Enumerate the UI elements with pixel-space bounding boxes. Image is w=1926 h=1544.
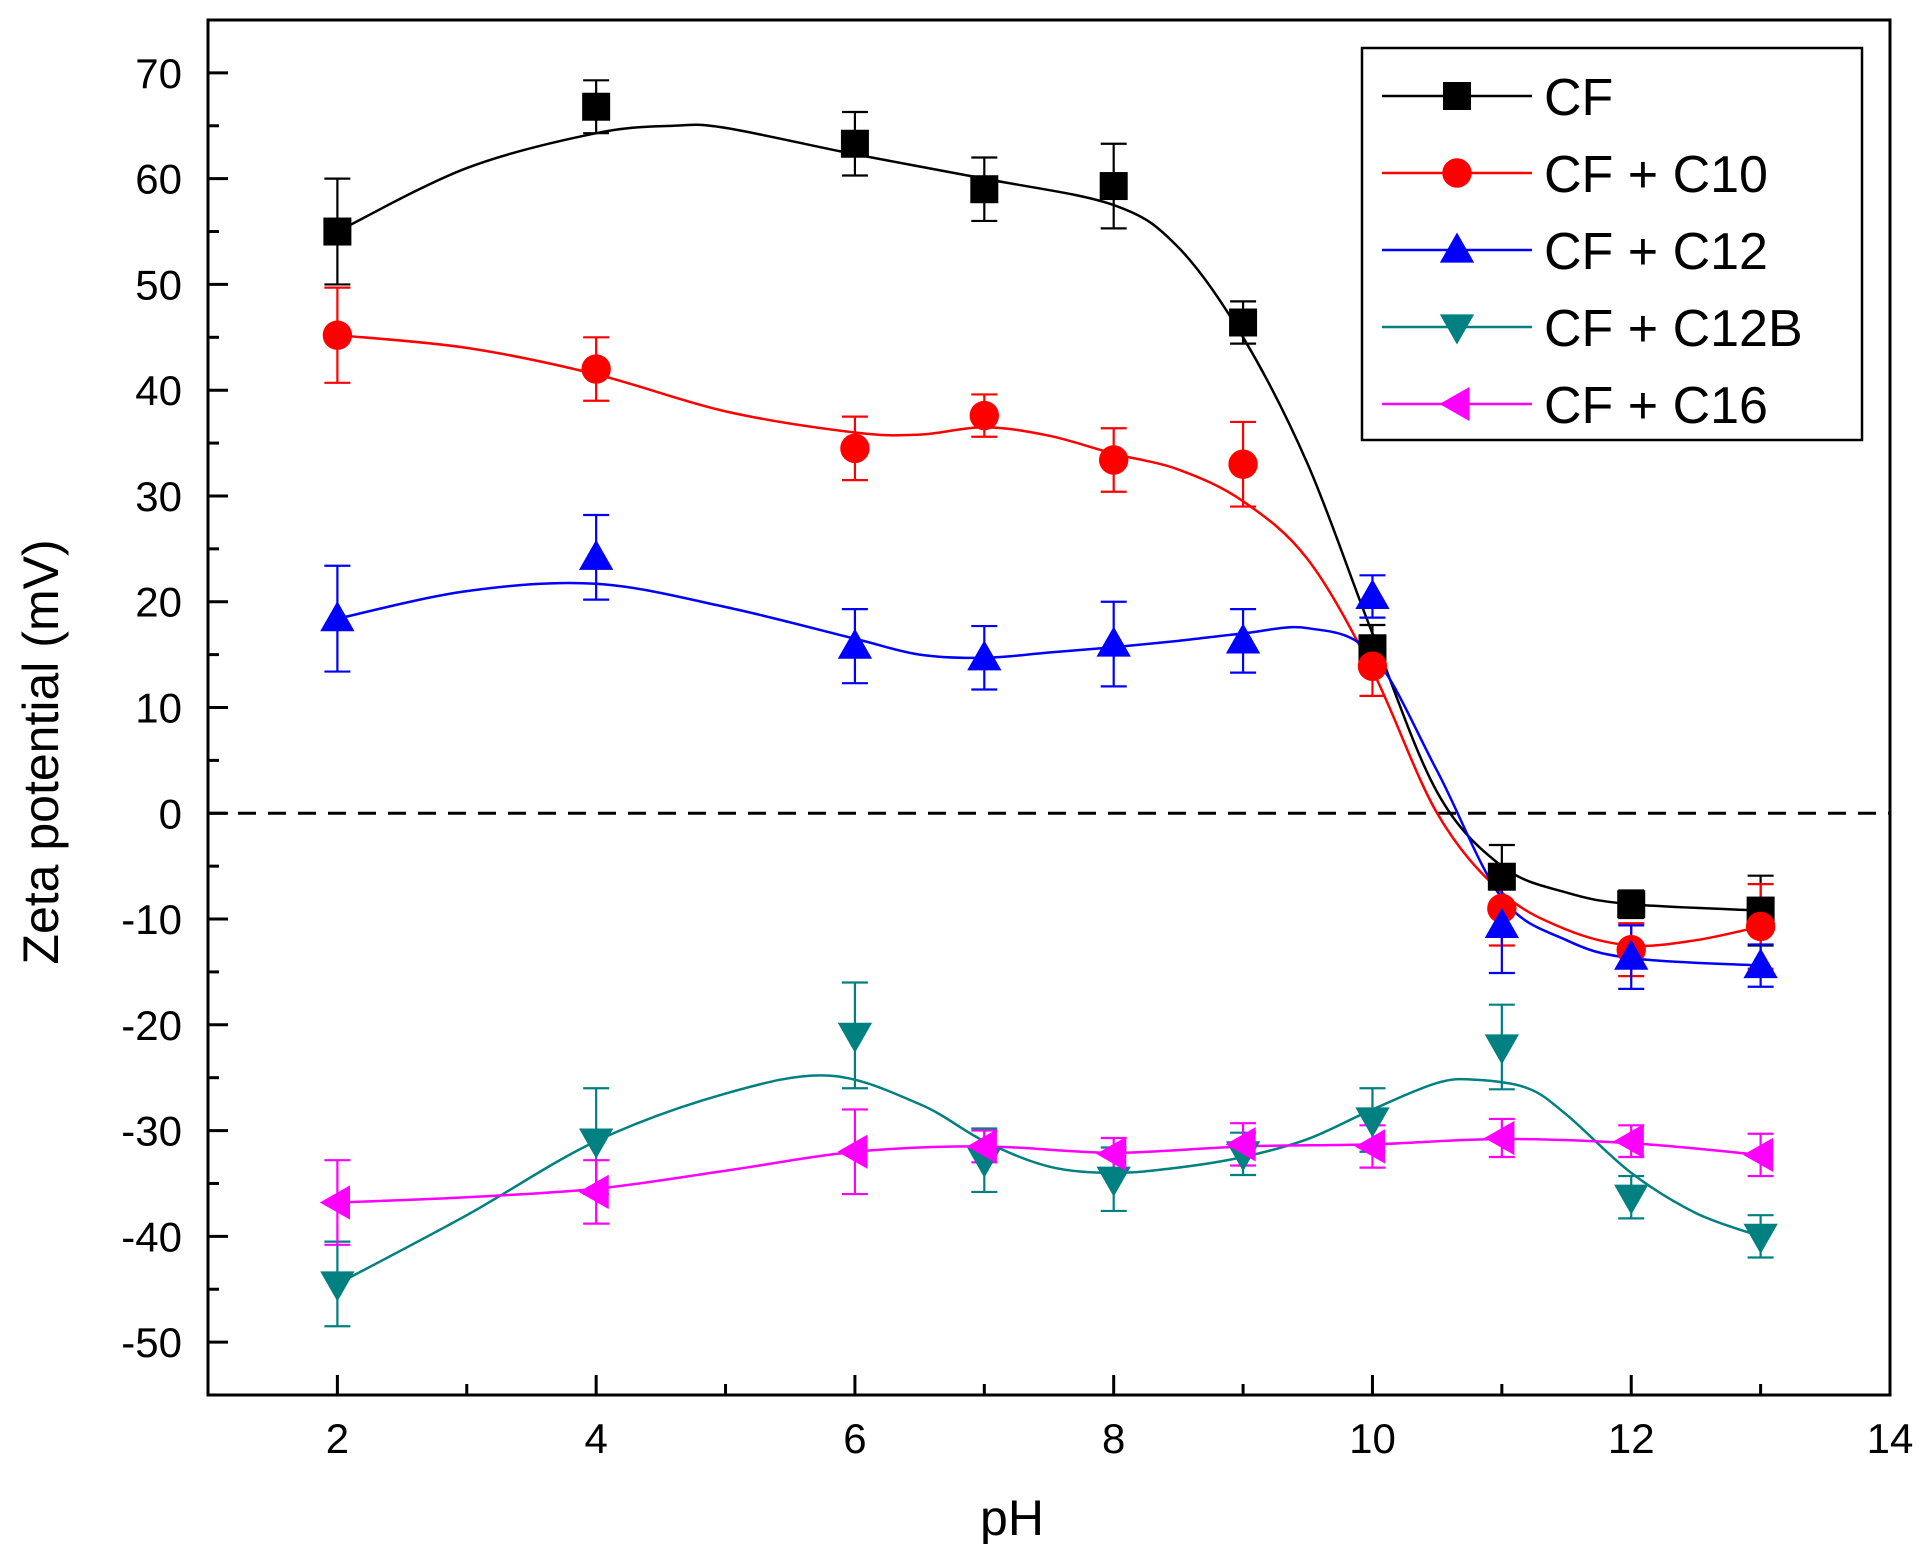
data-point [1484, 1034, 1519, 1065]
data-point [969, 400, 1000, 431]
legend-label: CF + C12B [1544, 300, 1803, 358]
data-point [1355, 578, 1390, 610]
y-tick-label: 0 [159, 790, 182, 837]
data-point [1614, 1184, 1649, 1215]
legend: CF CF + C10 CF + C12 CF + C12B CF + C16 [1360, 46, 1864, 442]
data-point [1096, 626, 1131, 657]
x-tick-label: 14 [1867, 1415, 1914, 1462]
x-tick-label: 8 [1102, 1415, 1125, 1462]
data-point [1743, 1223, 1778, 1254]
axes: 2 4 6 8 10 12 14 -50 -40 -30 -20 -10 0 10 20 30 40 50 60 70 [121, 18, 1914, 1462]
legend-label: CF + C10 [1544, 146, 1768, 204]
x-axis-label: pH [980, 1490, 1044, 1544]
legend-label: CF [1544, 69, 1613, 127]
data-point [319, 1185, 350, 1220]
data-point [582, 92, 611, 121]
data-point [837, 1022, 873, 1053]
legend-label: CF + C12 [1544, 223, 1768, 281]
data-point [1617, 890, 1646, 919]
data-point [322, 320, 353, 350]
data-point [1228, 449, 1258, 479]
data-point [1357, 651, 1388, 681]
data-point [1745, 911, 1776, 942]
data-point [967, 640, 1002, 671]
data-point [1743, 1137, 1774, 1173]
data-point [1225, 1127, 1256, 1162]
y-tick-label: 50 [135, 261, 182, 308]
data-point [1613, 1124, 1644, 1159]
data-point [837, 628, 873, 659]
y-tick-label: 20 [135, 579, 182, 626]
y-tick-label: 30 [135, 473, 182, 520]
data-point [320, 1271, 355, 1302]
data-point [1484, 907, 1519, 938]
data-point [1099, 172, 1128, 201]
y-tick-label: 40 [135, 367, 182, 414]
data-point [1614, 939, 1649, 970]
y-tick-label: -50 [121, 1319, 182, 1366]
x-tick-label: 6 [843, 1415, 866, 1462]
data-point [1096, 1136, 1127, 1171]
x-tick-label: 12 [1608, 1415, 1655, 1462]
y-tick-label: -40 [121, 1213, 182, 1260]
data-point [840, 433, 870, 464]
data-markers [319, 92, 1778, 1302]
fit-curve [336, 1074, 1762, 1286]
data-point [1355, 1107, 1390, 1138]
data-point [1743, 948, 1778, 979]
data-point [579, 1128, 614, 1159]
data-point [579, 539, 614, 570]
x-tick-label: 4 [584, 1415, 607, 1462]
data-point [1098, 445, 1129, 475]
data-point [323, 217, 352, 246]
x-tick-label: 2 [326, 1415, 349, 1462]
data-point [320, 601, 355, 632]
y-axis-label: Zeta potential (mV) [13, 539, 69, 964]
y-tick-label: -20 [121, 1002, 182, 1049]
fit-curve [337, 333, 1761, 948]
data-point [840, 129, 869, 158]
fit-curve [337, 1137, 1761, 1204]
data-point [578, 1174, 609, 1210]
data-point [837, 1134, 868, 1169]
y-tick-label: -10 [121, 896, 182, 943]
data-point [1487, 862, 1516, 891]
legend-marker [1442, 158, 1472, 188]
y-tick-label: 10 [135, 685, 182, 732]
data-point [1096, 1166, 1131, 1197]
y-tick-label: 70 [135, 50, 182, 97]
data-point [966, 1129, 997, 1164]
legend-label: CF + C16 [1544, 377, 1768, 435]
data-point [1229, 308, 1258, 337]
legend-marker [1443, 82, 1471, 110]
data-point [1354, 1129, 1386, 1164]
x-tick-label: 10 [1349, 1415, 1396, 1462]
data-point [581, 354, 611, 384]
legend-marker [1439, 232, 1475, 263]
legend-marker [1439, 386, 1470, 422]
data-point [1225, 623, 1261, 654]
legend-marker [1439, 314, 1475, 345]
legend-box [1360, 46, 1864, 442]
y-tick-label: 60 [135, 156, 182, 203]
data-point [1484, 1120, 1515, 1156]
y-tick-label: -30 [121, 1108, 182, 1155]
data-point [970, 175, 999, 204]
